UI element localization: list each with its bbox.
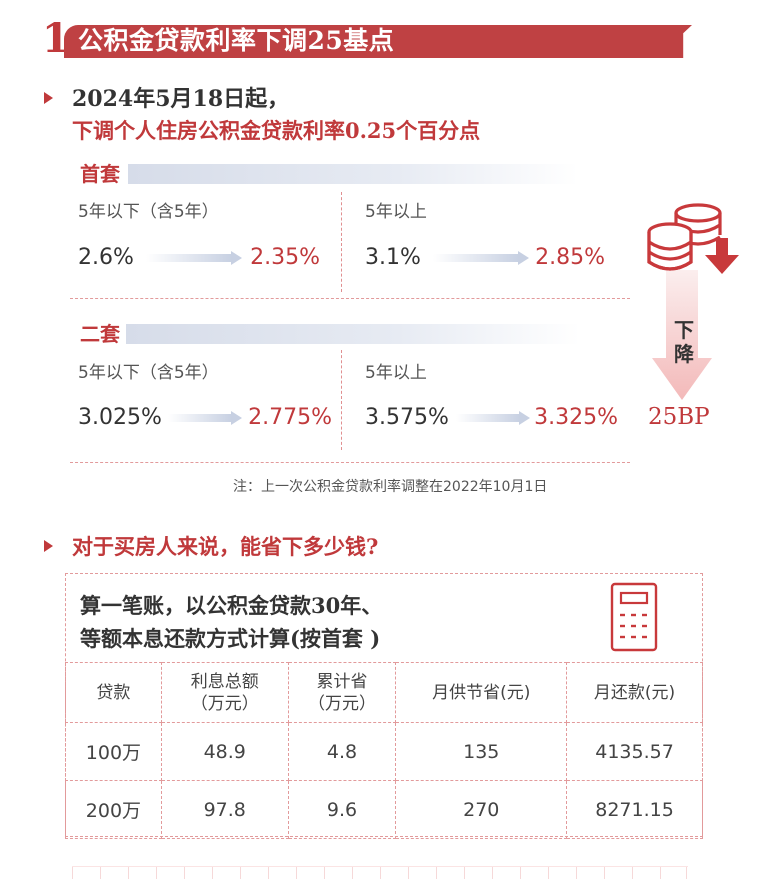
decrease-arrow-icon xyxy=(652,270,712,400)
rate-new: 3.325% xyxy=(534,405,618,430)
term-label: 5年以下（含5年） xyxy=(78,363,219,383)
coins-down-icon xyxy=(647,203,739,274)
column-divider xyxy=(341,192,342,292)
cell-cumulative-savings: 4.8 xyxy=(287,722,397,781)
calculator-icon xyxy=(610,582,658,652)
group-label-second-home: 二套 xyxy=(80,322,120,346)
cell-monthly-savings: 135 xyxy=(395,722,568,781)
term-label: 5年以上 xyxy=(365,363,427,383)
cell-monthly-payment: 4135.57 xyxy=(566,722,703,781)
rate-new: 2.775% xyxy=(248,405,332,430)
next-table-grid xyxy=(72,866,688,879)
decrease-amount: 25BP xyxy=(648,404,710,430)
cell-monthly-savings: 270 xyxy=(395,780,568,839)
column-header-loan: 贷款 xyxy=(65,662,162,723)
arrow-right-icon xyxy=(433,251,529,265)
table-header-row: 贷款 利息总额 （万元） 累计省 （万元） 月供节省(元) 月还款(元) xyxy=(65,662,703,723)
table-row: 100万 48.9 4.8 135 4135.57 xyxy=(65,722,703,781)
rate-new: 2.35% xyxy=(250,245,320,270)
rate-old: 3.1% xyxy=(365,245,421,270)
bullet-triangle-icon xyxy=(44,92,53,104)
cell-total-interest: 97.8 xyxy=(160,780,289,839)
bullet-triangle-icon xyxy=(44,540,53,552)
lead-summary: 下调个人住房公积金贷款利率0.25个百分点 xyxy=(72,118,481,143)
calculation-heading-line: 算一笔账，以公积金贷款30年、 xyxy=(80,593,383,618)
group-label-first-home: 首套 xyxy=(80,162,120,186)
cell-monthly-payment: 8271.15 xyxy=(566,780,703,839)
column-divider xyxy=(341,350,342,450)
arrow-right-icon xyxy=(146,251,242,265)
rate-old: 3.025% xyxy=(78,405,162,430)
term-label: 5年以下（含5年） xyxy=(78,202,219,222)
rate-old: 3.575% xyxy=(365,405,449,430)
decrease-label-char: 下 xyxy=(674,318,694,342)
cell-loan: 100万 xyxy=(65,722,162,781)
column-header-monthly-payment: 月还款(元) xyxy=(566,662,703,723)
group-bar xyxy=(128,164,578,184)
rate-old: 2.6% xyxy=(78,245,134,270)
section-title-banner xyxy=(64,25,692,58)
column-header-total-interest: 利息总额 （万元） xyxy=(160,662,289,723)
group-bar xyxy=(126,324,580,344)
decrease-label-char: 降 xyxy=(674,342,694,366)
column-header-monthly-savings: 月供节省(元) xyxy=(395,662,568,723)
table-row: 200万 97.8 9.6 270 8271.15 xyxy=(65,780,703,839)
arrow-right-icon xyxy=(456,411,530,425)
rate-new: 2.85% xyxy=(535,245,605,270)
divider xyxy=(70,298,630,299)
calculation-heading-line: 等额本息还款方式计算(按首套 ) xyxy=(80,626,381,651)
footnote: 注：上一次公积金贷款利率调整在2022年10月1日 xyxy=(233,479,548,495)
savings-table: 贷款 利息总额 （万元） 累计省 （万元） 月供节省(元) 月还款(元) 100万 … xyxy=(65,662,703,839)
term-label: 5年以上 xyxy=(365,202,427,222)
column-header-cumulative-savings: 累计省 （万元） xyxy=(287,662,397,723)
cell-cumulative-savings: 9.6 xyxy=(287,780,397,839)
question-title: 对于买房人来说，能省下多少钱? xyxy=(72,534,379,559)
cell-total-interest: 48.9 xyxy=(160,722,289,781)
lead-date: 2024年5月18日起， xyxy=(72,86,290,112)
divider xyxy=(70,462,630,463)
calculation-heading: 算一笔账，以公积金贷款30年、 等额本息还款方式计算(按首套 ) xyxy=(80,589,382,655)
cell-loan: 200万 xyxy=(65,780,162,839)
decrease-label: 下 降 xyxy=(673,318,695,366)
section-title: 公积金贷款利率下调25基点 xyxy=(78,26,395,55)
arrow-right-icon xyxy=(168,411,242,425)
